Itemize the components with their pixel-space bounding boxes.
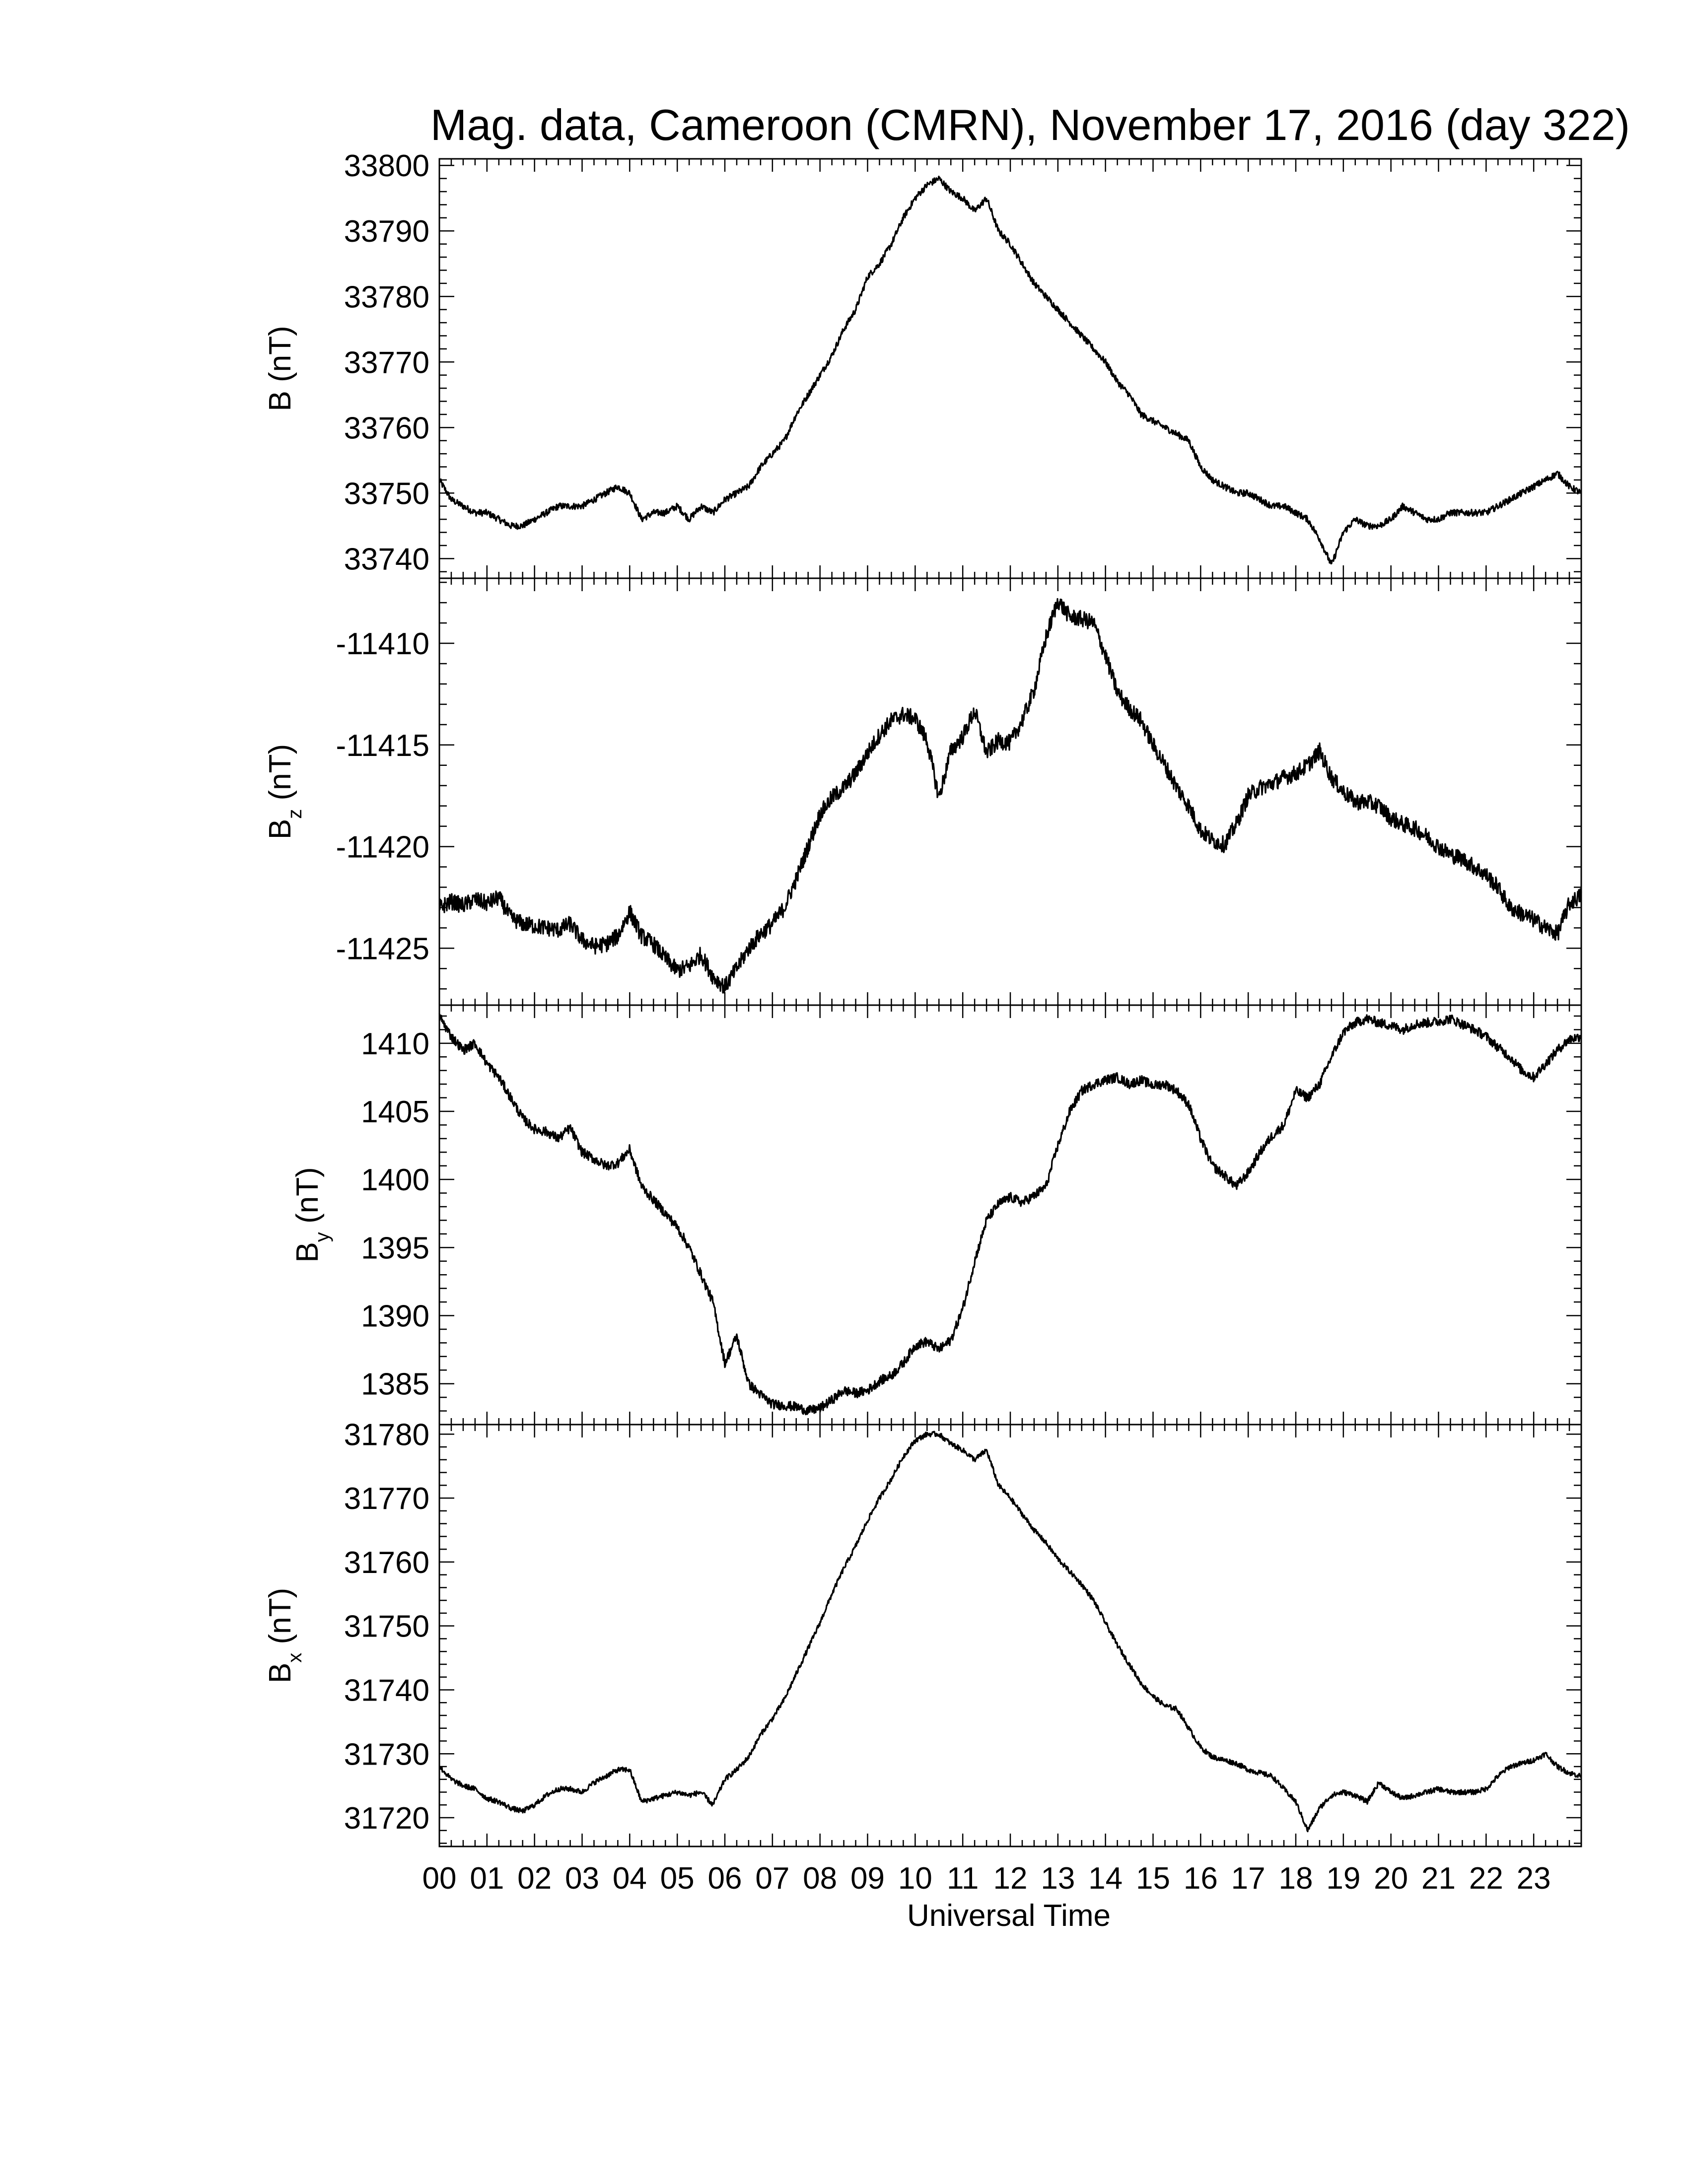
x-tick-label: 07: [755, 1861, 789, 1896]
y-axis-label: By (nT): [290, 1167, 333, 1262]
y-axis-label: Bx (nT): [263, 1588, 306, 1683]
series-line: [438, 1431, 1582, 1833]
y-tick-label: 1395: [361, 1231, 429, 1265]
y-tick-label: 33790: [344, 214, 429, 249]
series-line: [438, 1013, 1582, 1416]
y-tick-label: -11420: [336, 830, 429, 865]
y-tick-label: 1410: [361, 1027, 429, 1061]
x-tick-labels: 00 01 02 03 04 05 06 07 08 09 10 11 12 13 14 15 16 17 18 19…: [422, 1861, 1551, 1896]
x-axis-label: Universal Time: [907, 1899, 1111, 1933]
y-tick-label: 31780: [344, 1418, 429, 1452]
x-tick-label: 19: [1326, 1861, 1360, 1896]
y-tick-label: 1405: [361, 1095, 429, 1129]
x-tick-label: 02: [517, 1861, 552, 1896]
y-tick-label: 1385: [361, 1367, 429, 1402]
x-tick-label: 20: [1374, 1861, 1408, 1896]
x-tick-label: 11: [947, 1861, 979, 1896]
y-tick-label: -11410: [336, 627, 429, 661]
y-tick-label: 31770: [344, 1482, 429, 1516]
x-tick-label: 22: [1469, 1861, 1503, 1896]
x-tick-label: 23: [1517, 1861, 1551, 1896]
y-tick-label: 33750: [344, 477, 429, 511]
x-tick-label: 09: [850, 1861, 885, 1896]
x-tick-label: 13: [1041, 1861, 1075, 1896]
series-line: [438, 175, 1582, 565]
y-tick-label: 33800: [344, 149, 429, 183]
x-tick-label: 18: [1279, 1861, 1313, 1896]
y-tick-label: 31750: [344, 1610, 429, 1644]
x-tick-label: 17: [1231, 1861, 1266, 1896]
y-tick-label: 1400: [361, 1163, 429, 1197]
x-tick-label: 03: [565, 1861, 599, 1896]
y-tick-label: 31730: [344, 1737, 429, 1772]
y-tick-label: 33780: [344, 280, 429, 314]
x-tick-label: 12: [993, 1861, 1028, 1896]
x-tick-label: 00: [422, 1861, 457, 1896]
x-tick-label: 15: [1136, 1861, 1170, 1896]
panels: 33740 33750 33760 33770 33780 33790 33800 B (nT…: [263, 149, 1582, 1847]
panel-3: 1385 1390 1395 1400 1405 1410 By (nT): [290, 1004, 1582, 1426]
series-line: [438, 598, 1582, 994]
y-tick-label: -11425: [336, 932, 429, 966]
x-tick-label: 05: [660, 1861, 695, 1896]
y-axis-label: B (nT): [263, 326, 297, 411]
y-tick-label: 31720: [344, 1801, 429, 1836]
y-tick-label: 1390: [361, 1299, 429, 1334]
x-tick-label: 10: [898, 1861, 932, 1896]
x-tick-label: 04: [613, 1861, 647, 1896]
chart-title: Mag. data, Cameroon (CMRN), November 17,…: [430, 100, 1630, 149]
x-tick-label: 06: [708, 1861, 742, 1896]
y-tick-label: 33760: [344, 411, 429, 445]
x-tick-label: 16: [1184, 1861, 1218, 1896]
x-tick-label: 01: [470, 1861, 504, 1896]
panel-4: 31720 31730 31740 31750 31760 31770 31780 Bx (n…: [263, 1418, 1582, 1847]
y-axis-label: Bz (nT): [263, 744, 306, 839]
y-tick-label: 33770: [344, 345, 429, 380]
x-tick-label: 14: [1088, 1861, 1123, 1896]
x-tick-label: 08: [803, 1861, 837, 1896]
y-tick-label: 31760: [344, 1546, 429, 1580]
y-tick-label: 33740: [344, 542, 429, 576]
panel-1: 33740 33750 33760 33770 33780 33790 33800 B (nT…: [263, 149, 1582, 579]
x-tick-label: 21: [1421, 1861, 1456, 1896]
y-tick-label: -11415: [336, 729, 429, 763]
panel-2: -11425 -11420 -11415 -11410 Bz (nT): [263, 577, 1582, 1006]
y-tick-label: 31740: [344, 1673, 429, 1707]
